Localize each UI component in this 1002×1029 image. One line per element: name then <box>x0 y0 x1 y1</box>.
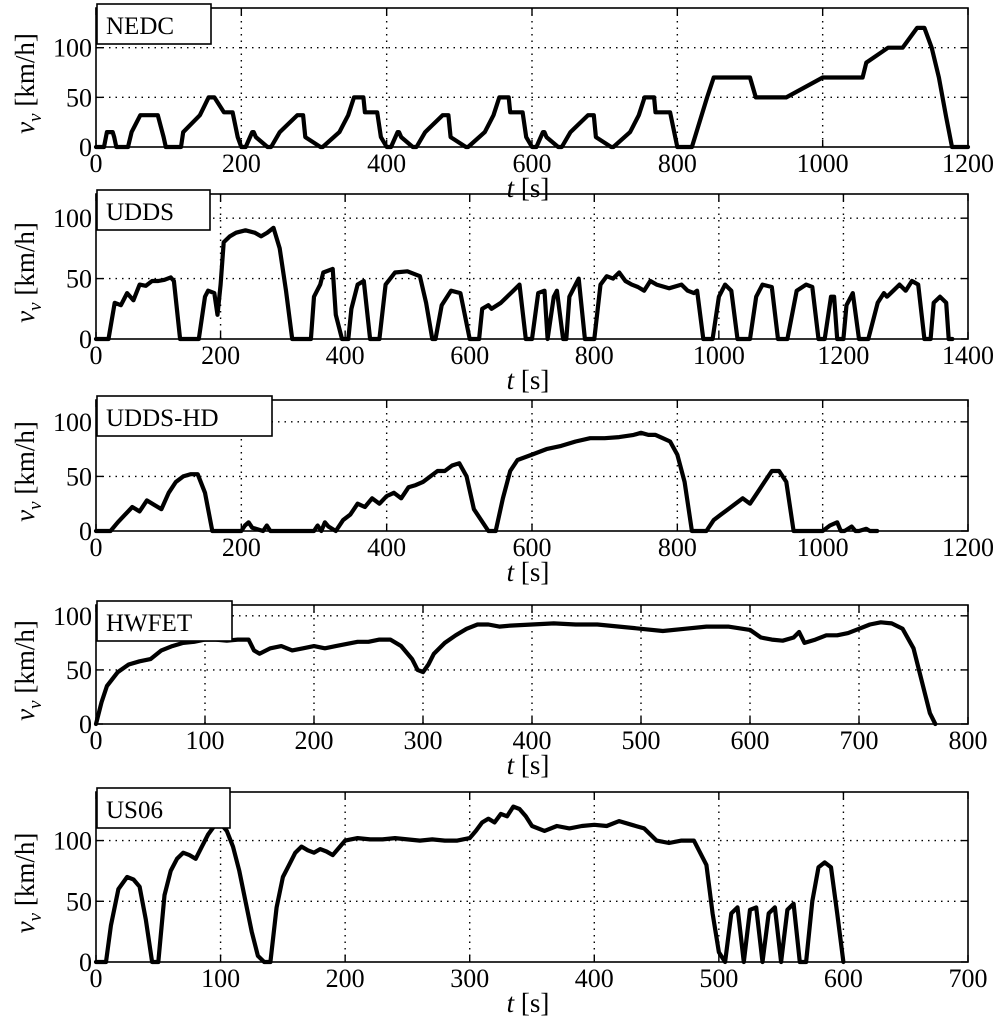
x-tick-label: 800 <box>575 341 614 370</box>
x-tick-label: 800 <box>658 149 697 178</box>
y-tick-label: 100 <box>53 408 92 437</box>
speed-series-line <box>93 225 955 342</box>
plot-frame <box>95 791 969 963</box>
title-box <box>96 3 212 45</box>
x-tick-label: 600 <box>450 341 489 370</box>
x-axis-label: t [s] <box>507 173 550 203</box>
x-tick-label: 0 <box>90 533 103 562</box>
plot-frame <box>95 7 969 148</box>
y-tick-label: 0 <box>79 517 92 546</box>
x-tick-label: 1200 <box>942 533 994 562</box>
chart-title: HWFET <box>106 610 192 637</box>
y-tick-label: 100 <box>53 204 92 233</box>
y-tick-label: 0 <box>79 325 92 354</box>
y-tick-label: 50 <box>66 462 92 491</box>
y-tick-label: 0 <box>79 948 92 977</box>
x-tick-label: 1000 <box>797 149 849 178</box>
y-tick-label: 0 <box>79 710 92 739</box>
x-tick-label: 1400 <box>942 341 994 370</box>
x-tick-label: 400 <box>326 341 365 370</box>
x-tick-label: 400 <box>513 726 552 755</box>
chart-title: UDDS-HD <box>106 405 219 432</box>
chart-title: UDDS <box>106 199 174 226</box>
x-tick-label: 500 <box>622 726 661 755</box>
x-tick-label: 200 <box>295 726 334 755</box>
plot-frame <box>95 604 969 725</box>
y-tick-label: 50 <box>66 656 92 685</box>
chart-panel-hwfet: HWFET 0 100 200 300 400 500 600 700 800 0 50 100 t [s… <box>10 600 988 780</box>
x-tick-label: 300 <box>450 964 489 993</box>
y-axis-label: vv [km/h] <box>10 33 46 134</box>
plot-frame <box>95 399 969 532</box>
x-tick-label: 400 <box>575 964 614 993</box>
x-axis-label: t [s] <box>507 988 550 1018</box>
x-tick-label: 0 <box>90 149 103 178</box>
speed-series-line <box>93 430 880 534</box>
y-axis-label: vv [km/h] <box>10 833 46 934</box>
chart-title: US06 <box>106 797 163 824</box>
x-axis-label: t [s] <box>507 365 550 395</box>
x-tick-label: 0 <box>90 341 103 370</box>
x-tick-label: 400 <box>367 533 406 562</box>
x-tick-label: 1000 <box>693 341 745 370</box>
title-box <box>96 395 273 437</box>
y-tick-label: 100 <box>53 602 92 631</box>
x-tick-label: 700 <box>840 726 879 755</box>
y-tick-label: 100 <box>53 827 92 856</box>
speed-series-line <box>93 25 971 150</box>
y-axis-label: vv [km/h] <box>10 620 46 721</box>
x-axis-label: t [s] <box>507 557 550 587</box>
y-tick-label: 0 <box>79 133 92 162</box>
y-tick-label: 50 <box>66 83 92 112</box>
title-box <box>96 787 231 829</box>
x-tick-label: 1200 <box>942 149 994 178</box>
x-tick-label: 400 <box>367 149 406 178</box>
chart-panel-nedc: NEDC 0 200 400 600 800 1000 1200 0 50 100 t [s] vv [… <box>10 3 994 203</box>
x-tick-label: 200 <box>222 149 261 178</box>
x-tick-label: 800 <box>949 726 988 755</box>
x-tick-label: 600 <box>513 149 552 178</box>
y-tick-label: 100 <box>53 34 92 63</box>
title-box <box>96 600 233 642</box>
x-tick-label: 200 <box>222 533 261 562</box>
x-tick-label: 0 <box>90 726 103 755</box>
x-tick-label: 1200 <box>817 341 869 370</box>
x-tick-label: 1000 <box>797 533 849 562</box>
y-tick-label: 50 <box>66 887 92 916</box>
x-tick-label: 200 <box>326 964 365 993</box>
x-tick-label: 600 <box>513 533 552 562</box>
chart-title: NEDC <box>106 13 174 40</box>
y-axis-label: vv [km/h] <box>10 222 46 323</box>
x-tick-label: 600 <box>731 726 770 755</box>
chart-panel-us06: US06 0 100 200 300 400 500 600 700 0 50 100 t [s] vv … <box>10 787 988 1018</box>
x-tick-label: 200 <box>201 341 240 370</box>
y-tick-label: 50 <box>66 265 92 294</box>
title-box <box>96 189 211 231</box>
x-tick-label: 100 <box>186 726 225 755</box>
plot-frame <box>95 193 969 340</box>
x-tick-label: 700 <box>949 964 988 993</box>
y-axis-label: vv [km/h] <box>10 421 46 522</box>
x-tick-label: 500 <box>699 964 738 993</box>
chart-panel-udds: UDDS 0 200 400 600 800 1000 1200 1400 0 50 100 t [s]… <box>10 189 994 395</box>
x-tick-label: 600 <box>824 964 863 993</box>
x-tick-label: 100 <box>201 964 240 993</box>
x-tick-label: 800 <box>658 533 697 562</box>
x-tick-label: 300 <box>404 726 443 755</box>
chart-panel-udds-hd: UDDS-HD 0 200 400 600 800 1000 1200 0 50 100 t [s] v… <box>10 395 994 587</box>
x-tick-label: 0 <box>90 964 103 993</box>
x-axis-label: t [s] <box>507 750 550 780</box>
